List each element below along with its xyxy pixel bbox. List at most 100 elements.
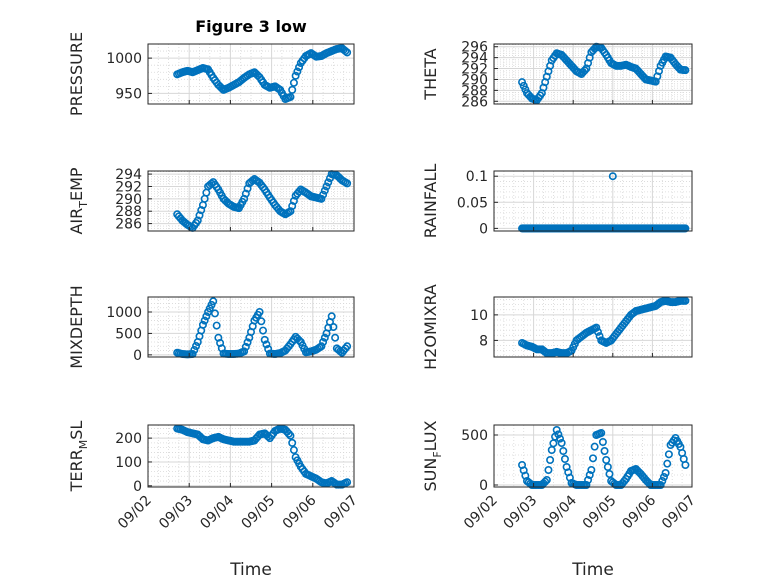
y-tick-label: 500 <box>115 326 142 342</box>
data-point <box>658 476 667 485</box>
data-point <box>243 338 252 347</box>
y-tick-label: 290 <box>115 192 142 208</box>
data-point <box>588 454 597 463</box>
data-point <box>608 172 617 181</box>
data-point <box>590 442 599 451</box>
data-point <box>320 186 329 195</box>
y-tick-label: 288 <box>461 83 488 99</box>
data-point <box>286 92 295 101</box>
data-point <box>603 462 612 471</box>
y-tick-label: 296 <box>461 40 488 56</box>
data-point <box>320 333 329 342</box>
data-point <box>192 341 201 350</box>
subplot-row3-left: 0 500 1000 MIXDEPTH <box>67 285 355 369</box>
data-point <box>542 475 551 484</box>
data-point <box>293 67 302 76</box>
data-point <box>585 470 594 479</box>
y-tick-label: 0.05 <box>457 195 488 211</box>
y-tick-label: 290 <box>461 72 488 88</box>
data-point <box>605 469 614 478</box>
data-point <box>659 472 668 481</box>
y-tick-label: 1000 <box>106 51 142 67</box>
data-point <box>544 465 553 474</box>
data-point <box>288 85 297 94</box>
data-point <box>559 446 568 455</box>
data-point <box>580 66 589 75</box>
data-point <box>286 431 295 440</box>
y-axis-label-part: EMP <box>67 167 86 201</box>
data-point <box>593 327 602 336</box>
y-axis-label: SUNFLUX <box>421 420 444 491</box>
data-point <box>681 224 690 233</box>
data-point <box>331 333 340 342</box>
subplot-row2-right: 0 0.05 0.1 RAINFALL <box>421 164 693 238</box>
data-point <box>597 428 606 437</box>
y-tick-label: 294 <box>461 51 488 67</box>
data-point <box>661 468 670 477</box>
data-point <box>343 179 352 188</box>
data-point <box>343 478 352 487</box>
data-point <box>291 71 300 80</box>
y-tick-label: 292 <box>461 62 488 78</box>
data-point <box>587 465 596 474</box>
data-point <box>284 429 293 438</box>
y-tick-label: 0 <box>479 478 488 494</box>
data-point <box>602 455 611 464</box>
y-axis-label-subscript: F <box>431 451 444 457</box>
data-point <box>343 48 352 57</box>
y-tick-label: 8 <box>479 333 488 349</box>
data-point <box>560 454 569 463</box>
data-point <box>681 66 690 75</box>
y-tick-label: 292 <box>115 179 142 195</box>
y-axis-label-part: SL <box>67 421 86 440</box>
data-markers <box>173 170 352 232</box>
data-point <box>202 312 211 321</box>
y-axis-label: MIXDEPTH <box>67 285 86 368</box>
data-point <box>241 342 250 351</box>
data-point <box>663 459 672 468</box>
data-point <box>681 460 690 469</box>
x-axis-label: Time <box>571 560 614 580</box>
subplot-row3-right: 8 10 H2OMIXRA <box>421 284 693 370</box>
grid-lines <box>147 425 355 487</box>
data-point <box>257 317 266 326</box>
y-tick-label: 288 <box>115 204 142 220</box>
data-point <box>319 337 328 346</box>
data-point <box>582 480 591 489</box>
y-tick-label: 0 <box>133 348 142 364</box>
data-point <box>209 297 218 306</box>
y-axis-label: AIRTEMP <box>67 167 90 234</box>
data-point <box>255 307 264 316</box>
data-point <box>319 190 328 199</box>
data-point <box>210 309 219 318</box>
y-tick-label: 10 <box>470 308 488 324</box>
y-tick-label: 0 <box>479 221 488 237</box>
y-axis-label-part: SUN <box>421 458 440 492</box>
data-point <box>288 438 297 447</box>
data-point <box>262 340 271 349</box>
data-point <box>656 480 665 489</box>
y-tick-label: 200 <box>115 431 142 447</box>
axes-frame <box>493 43 693 105</box>
y-tick-label: 294 <box>115 167 142 183</box>
y-axis-label: H2OMIXRA <box>421 284 440 370</box>
figure-title: Figure 3 low <box>195 17 307 36</box>
y-tick-label: 100 <box>115 455 142 471</box>
data-point <box>240 347 249 356</box>
data-point <box>329 322 338 331</box>
y-tick-label: 1000 <box>106 305 142 321</box>
data-point <box>317 342 326 351</box>
data-markers <box>518 296 690 358</box>
axes-frame <box>493 296 693 358</box>
y-axis-label-part: LUX <box>421 420 440 451</box>
axes-frame <box>147 296 355 358</box>
data-point <box>584 475 593 484</box>
axes-frame <box>493 424 693 488</box>
data-markers <box>173 424 352 489</box>
y-axis-label: PRESSURE <box>67 32 86 116</box>
data-point <box>324 178 333 187</box>
data-point <box>317 194 326 203</box>
